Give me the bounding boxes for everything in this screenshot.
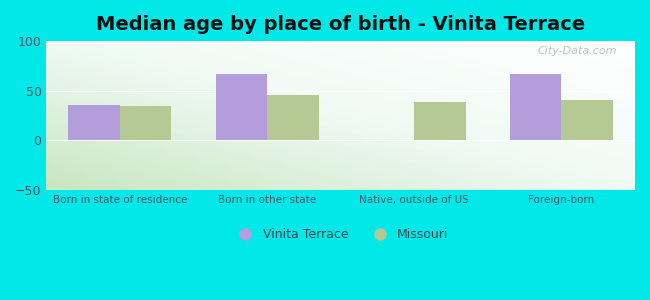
Bar <box>562 100 613 140</box>
Text: City-Data.com: City-Data.com <box>538 46 618 56</box>
Bar <box>216 74 267 140</box>
Bar <box>414 102 466 140</box>
Title: Median age by place of birth - Vinita Terrace: Median age by place of birth - Vinita Te… <box>96 15 585 34</box>
Legend: Vinita Terrace, Missouri: Vinita Terrace, Missouri <box>227 223 454 246</box>
Bar <box>68 105 120 140</box>
Bar <box>267 95 318 140</box>
Bar <box>120 106 172 140</box>
Bar <box>510 74 562 140</box>
